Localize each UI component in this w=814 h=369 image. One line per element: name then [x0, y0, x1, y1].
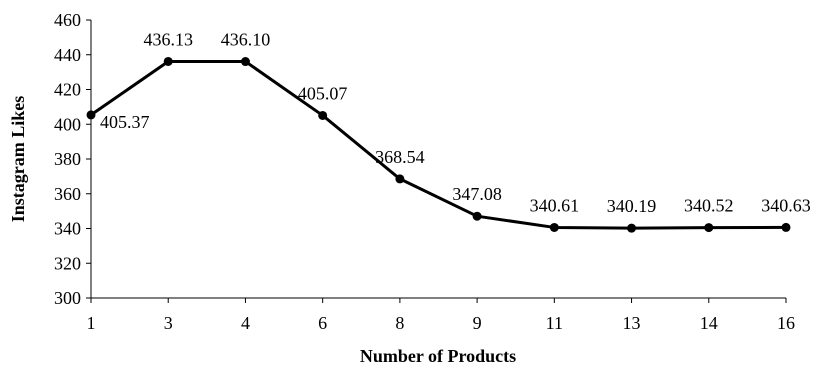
- x-tick-label: 9: [473, 313, 482, 333]
- y-tick-label: 360: [54, 184, 81, 204]
- series-line-group: [86, 56, 791, 233]
- data-label: 340.63: [761, 195, 811, 215]
- data-point-marker: [163, 56, 173, 66]
- data-label: 436.13: [143, 29, 193, 49]
- x-tick-label: 4: [241, 313, 250, 333]
- y-tick-label: 300: [54, 288, 81, 308]
- y-tick-label: 380: [54, 149, 81, 169]
- data-labels-group: 405.37 436.13 436.10 405.07 368.54 347.08 340.…: [100, 29, 811, 216]
- y-tick-label: 340: [54, 219, 81, 239]
- x-tick-label: 6: [318, 313, 327, 333]
- data-point-marker: [627, 223, 637, 233]
- data-point-marker: [781, 222, 791, 232]
- data-label: 405.07: [298, 83, 348, 103]
- data-point-marker: [472, 211, 482, 221]
- y-axis-title: Instagram Likes: [8, 96, 28, 223]
- data-label: 405.37: [100, 112, 150, 132]
- y-tick-label: 320: [54, 253, 81, 273]
- x-tick-label: 13: [623, 313, 641, 333]
- x-axis: 1 3 4 6 8 9 11 13 14 16: [87, 297, 795, 333]
- x-tick-label: 16: [777, 313, 795, 333]
- x-tick-label: 1: [87, 313, 96, 333]
- data-label: 436.10: [221, 30, 271, 50]
- x-tick-label: 3: [164, 313, 173, 333]
- data-label: 340.61: [530, 195, 580, 215]
- data-label: 368.54: [375, 147, 425, 167]
- y-tick-label: 440: [54, 45, 81, 65]
- x-tick-label: 14: [700, 313, 718, 333]
- data-label: 340.19: [607, 196, 657, 216]
- series-line: [90, 59, 787, 230]
- data-point-marker: [86, 110, 96, 120]
- y-tick-label: 460: [54, 10, 81, 30]
- data-point-marker: [704, 223, 714, 233]
- x-tick-label: 11: [546, 313, 563, 333]
- data-label: 347.08: [452, 184, 502, 204]
- y-tick-label: 400: [54, 114, 81, 134]
- y-axis: 300 320 340 360 380 400 420 440 460: [54, 10, 92, 308]
- x-tick-label: 8: [395, 313, 404, 333]
- data-point-marker: [395, 174, 405, 184]
- data-point-marker: [240, 57, 250, 67]
- data-label: 340.52: [684, 196, 734, 216]
- data-point-marker: [549, 222, 559, 232]
- data-point-marker: [318, 110, 328, 120]
- y-tick-label: 420: [54, 80, 81, 100]
- x-axis-title: Number of Products: [360, 346, 516, 366]
